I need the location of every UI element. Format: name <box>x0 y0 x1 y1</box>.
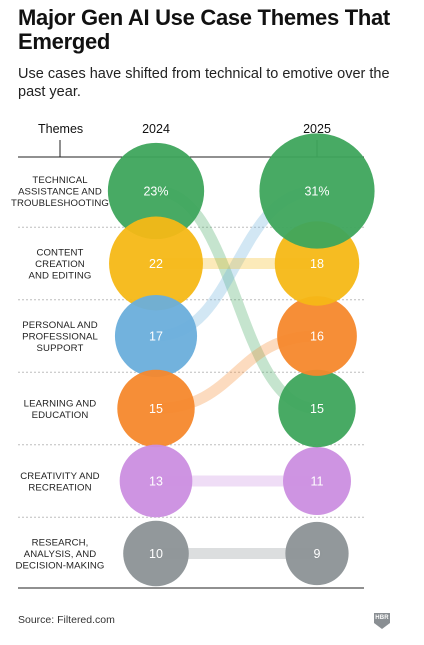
circle-2024 <box>123 520 189 587</box>
value-label-2025: 16 <box>310 330 324 344</box>
circle-2025 <box>277 296 357 376</box>
value-label-2025: 15 <box>310 402 324 416</box>
theme-label-line: LEARNING AND <box>24 398 97 409</box>
theme-label-line: SUPPORT <box>37 343 84 354</box>
circle-2025 <box>285 521 349 586</box>
value-label-2024: 23% <box>143 185 168 199</box>
theme-label-line: DECISION-MAKING <box>16 561 105 572</box>
theme-label-line: RECREATION <box>28 482 91 493</box>
theme-label-line: EDUCATION <box>32 410 89 421</box>
theme-label-line: ASSISTANCE AND <box>18 187 102 198</box>
theme-label: TECHNICAL ASSISTANCE AND TROUBLESHOOTING <box>11 175 109 209</box>
theme-label-line: CREATIVITY AND <box>20 471 99 482</box>
theme-label-line: CONTENT <box>36 248 83 259</box>
theme-label: PERSONAL AND PROFESSIONAL SUPPORT <box>22 320 98 354</box>
circle-2025 <box>283 447 351 515</box>
value-label-2025: 18 <box>310 257 324 271</box>
theme-label-line: TROUBLESHOOTING <box>11 198 109 209</box>
theme-label-line: PROFESSIONAL <box>22 332 98 343</box>
value-label-2024: 10 <box>149 547 163 561</box>
themes-column-header: Themes <box>38 122 83 136</box>
theme-label-line: ANALYSIS, AND <box>24 549 97 560</box>
circle-2024 <box>107 142 205 240</box>
logo-text: HBR <box>375 615 389 621</box>
value-label-2025: 9 <box>314 547 321 561</box>
theme-label-line: TECHNICAL <box>32 175 88 186</box>
circle-2024 <box>114 294 198 378</box>
value-label-2024: 22 <box>149 257 163 271</box>
circle-2025 <box>278 369 356 448</box>
value-label-2024: 13 <box>149 475 163 489</box>
circle-2024 <box>117 369 195 448</box>
value-label-2025: 31% <box>304 185 329 199</box>
theme-label-line: AND EDITING <box>29 271 92 282</box>
hbr-logo: HBR <box>373 612 391 635</box>
year-2025-header: 2025 <box>303 122 331 136</box>
circle-2025 <box>259 133 375 249</box>
chart-title: Major Gen AI Use Case Themes That Emerge… <box>18 5 390 54</box>
value-label-2024: 15 <box>149 402 163 416</box>
theme-label-line: RESEARCH, <box>32 538 89 549</box>
theme-label: LEARNING AND EDUCATION <box>24 398 97 421</box>
circle-2024 <box>119 444 193 518</box>
hbr-shield-icon <box>374 613 390 629</box>
theme-label-line: PERSONAL AND <box>22 320 98 331</box>
year-2024-header: 2024 <box>142 122 170 136</box>
chart-subtitle: Use cases have shifted from technical to… <box>18 66 390 100</box>
theme-label: RESEARCH, ANALYSIS, AND DECISION-MAKING <box>16 538 105 572</box>
theme-label: CREATIVITY AND RECREATION <box>20 471 99 494</box>
theme-label-line: CREATION <box>35 259 85 270</box>
value-label-2025: 11 <box>311 475 324 489</box>
value-label-2024: 17 <box>149 330 163 344</box>
circle-2024 <box>109 216 203 311</box>
theme-label: CONTENT CREATION AND EDITING <box>29 248 92 282</box>
source-note: Source: Filtered.com <box>18 614 115 626</box>
